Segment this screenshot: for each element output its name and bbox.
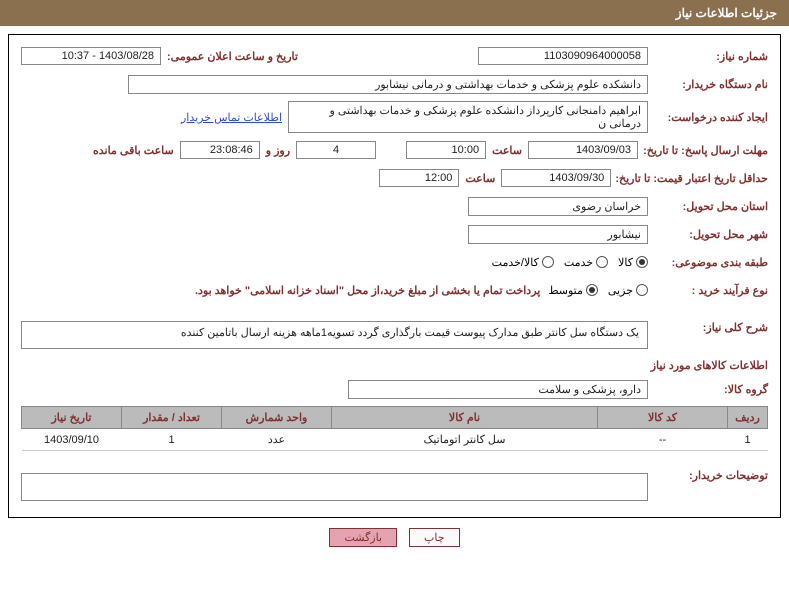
process-note: پرداخت تمام یا بخشی از مبلغ خرید،از محل … xyxy=(195,284,548,297)
requester-value: ابراهیم دامنجانی کارپرداز دانشکده علوم پ… xyxy=(288,101,648,133)
deadline-time-label: ساعت xyxy=(486,144,528,157)
announce-label: تاریخ و ساعت اعلان عمومی: xyxy=(161,50,304,63)
category-opt-label: خدمت xyxy=(564,256,593,269)
radio-icon xyxy=(542,256,554,268)
col-row: ردیف xyxy=(728,407,768,429)
page-title: جزئیات اطلاعات نیاز xyxy=(676,6,777,20)
countdown: 23:08:46 xyxy=(180,141,260,159)
category-opt-label: کالا/خدمت xyxy=(492,256,539,269)
need-number-label: شماره نیاز: xyxy=(648,50,768,63)
page-header: جزئیات اطلاعات نیاز xyxy=(0,0,789,26)
group-label: گروه کالا: xyxy=(648,383,768,396)
deadline-date: 1403/09/03 xyxy=(528,141,638,159)
cell-unit: عدد xyxy=(222,429,332,451)
col-date: تاریخ نیاز xyxy=(22,407,122,429)
validity-label: حداقل تاریخ اعتبار قیمت: تا تاریخ: xyxy=(611,172,768,185)
days-label: روز و xyxy=(260,144,296,157)
city-value: نیشابور xyxy=(468,225,648,244)
col-qty: تعداد / مقدار xyxy=(122,407,222,429)
category-opt-goods[interactable]: کالا xyxy=(618,256,648,269)
province-value: خراسان رضوی xyxy=(468,197,648,216)
buyer-notes-value xyxy=(21,473,648,501)
requester-label: ایجاد کننده درخواست: xyxy=(648,111,768,124)
goods-table: ردیف کد کالا نام کالا واحد شمارش تعداد /… xyxy=(21,406,768,451)
goods-info-title: اطلاعات کالاهای مورد نیاز xyxy=(21,359,768,372)
deadline-time: 10:00 xyxy=(406,141,486,159)
remain-label: ساعت باقی مانده xyxy=(87,144,180,157)
deadline-label: مهلت ارسال پاسخ: تا تاریخ: xyxy=(638,144,768,157)
category-label: طبقه بندی موضوعی: xyxy=(648,256,768,269)
col-name: نام کالا xyxy=(332,407,598,429)
cell-row: 1 xyxy=(728,429,768,451)
back-button[interactable]: بازگشت xyxy=(329,528,397,547)
validity-time: 12:00 xyxy=(379,169,459,187)
contact-link[interactable]: اطلاعات تماس خریدار xyxy=(181,111,288,124)
content-panel: شماره نیاز: 1103090964000058 تاریخ و ساع… xyxy=(8,34,781,518)
radio-icon xyxy=(596,256,608,268)
validity-time-label: ساعت xyxy=(459,172,501,185)
process-label: نوع فرآیند خرید : xyxy=(648,284,768,297)
col-code: کد کالا xyxy=(598,407,728,429)
need-number-value: 1103090964000058 xyxy=(478,47,648,65)
process-opt-label: متوسط xyxy=(548,284,583,297)
validity-date: 1403/09/30 xyxy=(501,169,611,187)
print-button[interactable]: چاپ xyxy=(409,528,460,547)
radio-icon xyxy=(636,256,648,268)
buyer-label: نام دستگاه خریدار: xyxy=(648,78,768,91)
radio-icon xyxy=(636,284,648,296)
category-opt-service[interactable]: خدمت xyxy=(564,256,608,269)
buyer-notes-label: توضیحات خریدار: xyxy=(648,469,768,482)
province-label: استان محل تحویل: xyxy=(648,200,768,213)
category-opt-label: کالا xyxy=(618,256,633,269)
cell-code: -- xyxy=(598,429,728,451)
radio-icon xyxy=(586,284,598,296)
process-opt-label: جزیی xyxy=(608,284,633,297)
description-label: شرح کلی نیاز: xyxy=(648,321,768,334)
col-unit: واحد شمارش xyxy=(222,407,332,429)
table-row: 1 -- سل کانتر اتوماتیک عدد 1 1403/09/10 xyxy=(22,429,768,451)
category-radios: کالا خدمت کالا/خدمت xyxy=(492,256,648,269)
deadline-days: 4 xyxy=(296,141,376,159)
buyer-value: دانشکده علوم پزشکی و خدمات بهداشتی و درم… xyxy=(128,75,648,94)
city-label: شهر محل تحویل: xyxy=(648,228,768,241)
group-value: دارو، پزشکی و سلامت xyxy=(348,380,648,399)
description-value: یک دستگاه سل کانتر طبق مدارک پیوست قیمت … xyxy=(21,321,648,349)
footer-buttons: چاپ بازگشت xyxy=(0,528,789,547)
process-radios: جزیی متوسط xyxy=(548,284,648,297)
category-opt-both[interactable]: کالا/خدمت xyxy=(492,256,554,269)
process-opt-minor[interactable]: جزیی xyxy=(608,284,648,297)
cell-name: سل کانتر اتوماتیک xyxy=(332,429,598,451)
announce-value: 1403/08/28 - 10:37 xyxy=(21,47,161,65)
process-opt-medium[interactable]: متوسط xyxy=(548,284,598,297)
cell-date: 1403/09/10 xyxy=(22,429,122,451)
cell-qty: 1 xyxy=(122,429,222,451)
